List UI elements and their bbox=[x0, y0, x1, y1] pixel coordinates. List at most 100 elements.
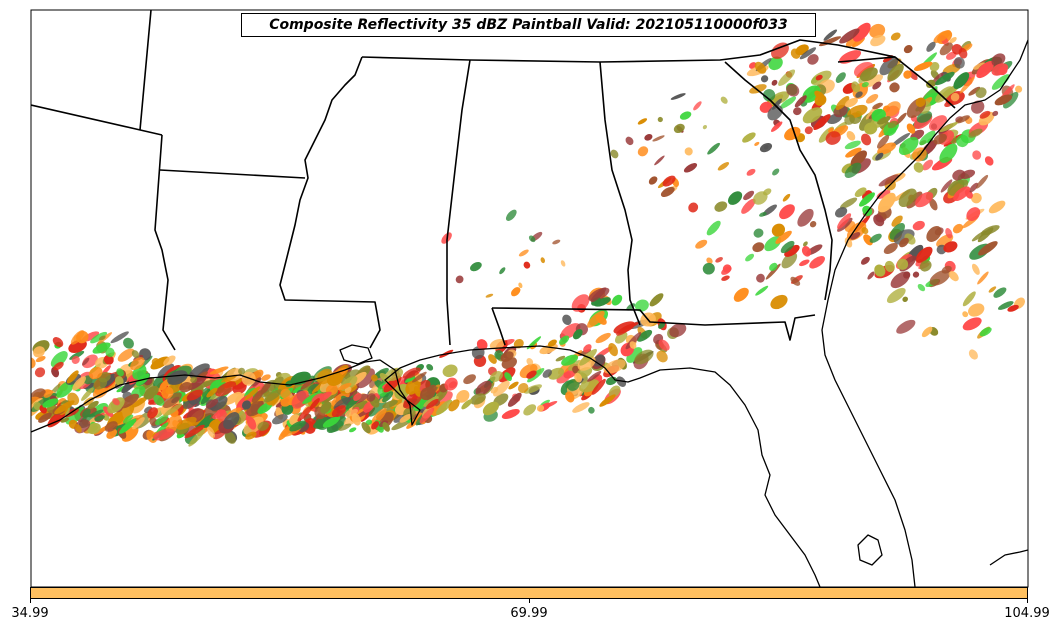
paintball-blob bbox=[648, 176, 658, 185]
paintball-blob bbox=[926, 226, 942, 242]
paintball-blob bbox=[33, 401, 42, 411]
paintball-blob bbox=[625, 331, 642, 350]
colorbar-tick-mark-right bbox=[1027, 599, 1028, 603]
paintball-blob bbox=[205, 398, 219, 409]
paintball-blob bbox=[874, 264, 886, 277]
paintball-blob bbox=[215, 381, 237, 397]
paintball-blob bbox=[695, 239, 708, 249]
paintball-blob bbox=[741, 198, 756, 214]
paintball-blob bbox=[244, 386, 261, 401]
paintball-blob bbox=[815, 74, 823, 81]
paintball-blob bbox=[971, 192, 982, 204]
paintball-blob bbox=[749, 62, 757, 69]
paintball-blob bbox=[993, 287, 1007, 298]
paintball-blob bbox=[65, 406, 85, 425]
paintball-blob bbox=[743, 190, 755, 201]
mississippi-river bbox=[279, 56, 381, 349]
paintball-blob bbox=[608, 385, 621, 398]
paintball-blob bbox=[163, 355, 176, 366]
paintball-blob bbox=[626, 303, 636, 311]
paintball-blob bbox=[706, 220, 721, 236]
paintball-blob bbox=[238, 367, 246, 375]
paintball-blob bbox=[190, 376, 198, 383]
paintball-blob bbox=[571, 294, 590, 312]
paintball-blob bbox=[404, 374, 418, 383]
paintball-blob bbox=[814, 90, 826, 101]
paintball-blob bbox=[626, 347, 643, 363]
paintball-blob bbox=[658, 339, 670, 351]
paintball-blob bbox=[948, 271, 959, 282]
paintball-blob bbox=[572, 329, 583, 340]
paintball-blob bbox=[338, 423, 352, 431]
paintball-blob bbox=[72, 376, 86, 391]
paintball-blob bbox=[130, 357, 145, 371]
paintball-blob bbox=[594, 297, 611, 307]
paintball-blob bbox=[555, 355, 566, 362]
paintball-blob bbox=[781, 252, 798, 269]
paintball-blob bbox=[878, 192, 896, 213]
paintball-blob bbox=[155, 414, 169, 426]
paintball-blob bbox=[353, 392, 362, 402]
paintball-blob bbox=[913, 61, 933, 71]
paintball-blob bbox=[60, 417, 70, 423]
paintball-blob bbox=[518, 282, 523, 289]
paintball-blob bbox=[971, 100, 985, 114]
paintball-blob bbox=[587, 371, 602, 382]
paintball-blob bbox=[246, 416, 257, 430]
paintball-blob bbox=[289, 420, 306, 432]
paintball-blob bbox=[371, 374, 378, 382]
paintball-blob bbox=[542, 369, 553, 378]
paintball-blob bbox=[915, 246, 933, 263]
paintball-blob bbox=[603, 359, 626, 374]
paintball-blob bbox=[754, 61, 767, 74]
paintball-blob bbox=[991, 63, 1009, 76]
paintball-blob bbox=[470, 261, 482, 272]
paintball-blob bbox=[74, 423, 82, 433]
paintball-blob bbox=[889, 82, 900, 93]
paintball-blob bbox=[195, 379, 216, 389]
paintball-blob bbox=[104, 421, 118, 432]
paintball-blob bbox=[912, 271, 920, 278]
paintball-blob bbox=[941, 265, 952, 274]
paintball-blob bbox=[35, 356, 46, 363]
paintball-blob bbox=[523, 261, 531, 269]
paintball-blob bbox=[902, 296, 909, 302]
map-title: Composite Reflectivity 35 dBZ Paintball … bbox=[241, 13, 816, 37]
paintball-blob bbox=[611, 294, 623, 306]
paintball-blob bbox=[574, 372, 583, 383]
paintball-blob bbox=[768, 91, 790, 106]
paintball-blob bbox=[753, 228, 764, 238]
paintball-blob bbox=[157, 363, 175, 379]
paintball-blob bbox=[518, 249, 529, 257]
paintball-blob bbox=[561, 354, 579, 366]
paintball-blob bbox=[779, 96, 797, 109]
paintball-blob bbox=[87, 400, 99, 410]
paintball-blob bbox=[799, 259, 810, 267]
paintball-blob bbox=[759, 101, 773, 113]
paintball-blob bbox=[922, 159, 934, 171]
paintball-blob bbox=[649, 293, 664, 307]
paintball-blob bbox=[762, 89, 776, 102]
paintball-blob bbox=[517, 383, 529, 393]
paintball-blob bbox=[88, 409, 104, 418]
paintball-blob bbox=[654, 155, 665, 166]
paintball-blob bbox=[81, 387, 94, 401]
paintball-blob bbox=[264, 389, 282, 403]
paintball-blob bbox=[152, 428, 175, 441]
paintball-blob bbox=[994, 94, 1013, 106]
paintball-blob bbox=[742, 132, 756, 143]
paintball-blob bbox=[935, 86, 953, 103]
paintball-blob bbox=[119, 418, 137, 434]
paintball-blob bbox=[813, 114, 831, 131]
paintball-blob bbox=[749, 84, 767, 94]
paintball-blob bbox=[869, 233, 882, 243]
paintball-blob bbox=[526, 358, 534, 366]
paintball-blob bbox=[717, 162, 730, 171]
paintball-blob bbox=[794, 95, 807, 108]
paintball-blob bbox=[1007, 304, 1019, 312]
paintball-blob bbox=[876, 189, 891, 199]
paintball-blob bbox=[953, 186, 971, 202]
paintball-blob bbox=[925, 79, 936, 89]
paintball-blob bbox=[968, 128, 983, 138]
paintball-blob bbox=[771, 79, 778, 86]
